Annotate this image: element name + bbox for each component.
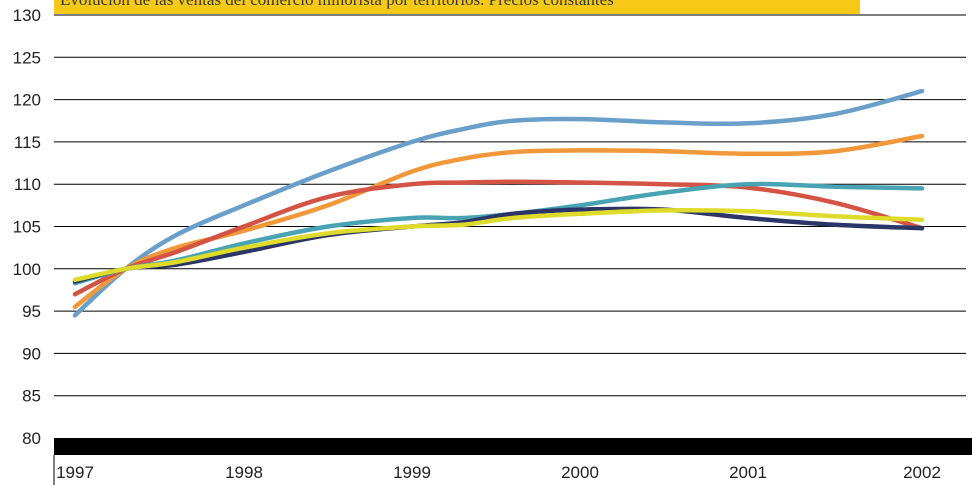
y-tick-label: 100 [13, 260, 41, 279]
y-tick-label: 115 [14, 133, 41, 152]
y-tick-label: 95 [22, 302, 41, 321]
grid-lines [54, 14, 966, 397]
series-line-2 [72, 133, 925, 310]
y-tick-label: 125 [13, 48, 41, 67]
x-tick-label: 2001 [729, 463, 767, 482]
chart-title: Evolución de las ventas del comercio min… [60, 0, 614, 10]
x-axis-ticks: 1997 1998 1999 2000 2001 2002 [53, 455, 941, 485]
series-line-3 [72, 179, 925, 297]
series-line-5 [72, 206, 925, 284]
y-tick-label: 80 [22, 429, 41, 448]
x-axis-band [54, 438, 972, 455]
x-tick-label: 2000 [561, 463, 599, 482]
series-lines [72, 88, 925, 318]
y-tick-label: 130 [13, 6, 41, 25]
series-line-6 [72, 207, 925, 283]
chart-title-box: Evolución de las ventas del comercio min… [54, 0, 860, 14]
y-tick-label: 85 [22, 387, 41, 406]
x-tick-label: 1997 [56, 463, 94, 482]
y-tick-label: 110 [14, 175, 41, 194]
y-tick-label: 105 [13, 218, 41, 237]
y-axis-ticks: 80 85 90 95 100 105 110 115 120 125 130 [13, 6, 41, 448]
x-tick-label: 1999 [393, 463, 431, 482]
series-line-1 [72, 88, 925, 318]
y-tick-label: 90 [22, 344, 41, 363]
x-tick-label: 1998 [225, 463, 263, 482]
x-tick-label: 2002 [903, 463, 941, 482]
y-tick-label: 120 [13, 91, 41, 110]
